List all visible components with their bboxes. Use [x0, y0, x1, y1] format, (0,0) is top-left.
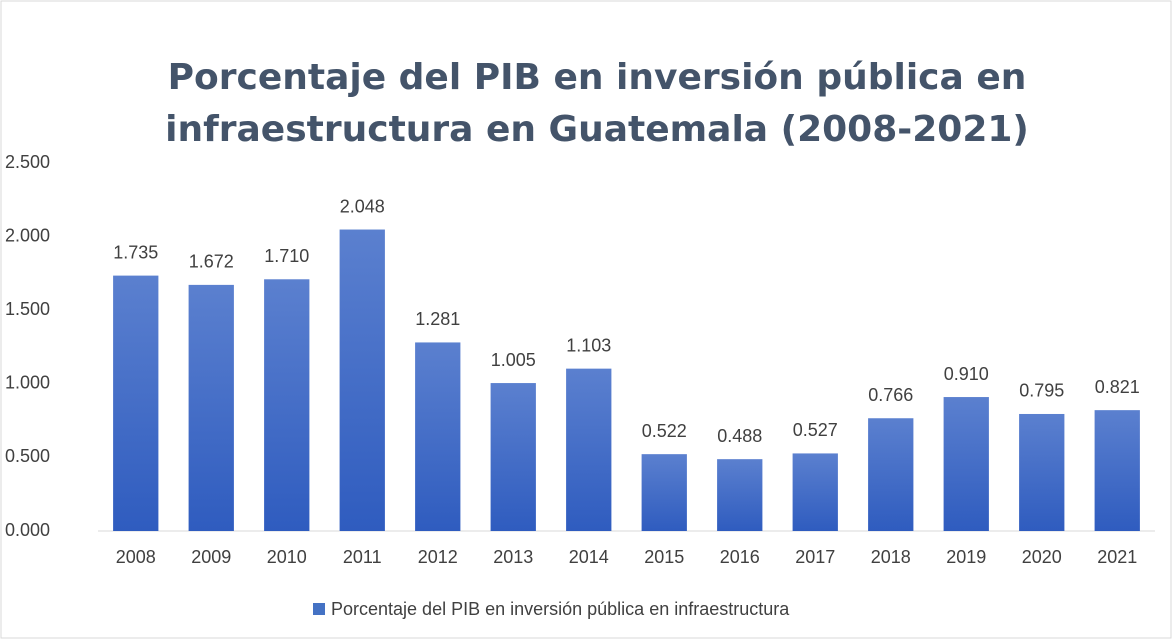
x-tick-label: 2016 [720, 547, 760, 567]
x-tick-label: 2018 [871, 547, 911, 567]
y-tick-label: 2.500 [5, 152, 50, 172]
bar [1094, 410, 1140, 531]
bar [264, 279, 310, 531]
bar [792, 453, 838, 531]
bar [415, 342, 461, 531]
data-label: 0.527 [793, 420, 838, 440]
x-tick-label: 2008 [116, 547, 156, 567]
data-label: 0.821 [1095, 377, 1140, 397]
legend-label: Porcentaje del PIB en inversión pública … [331, 599, 790, 619]
bar [188, 284, 234, 531]
chart-title: Porcentaje del PIB en inversión pública … [168, 57, 1027, 98]
x-tick-label: 2019 [946, 547, 986, 567]
bar [641, 454, 687, 531]
data-label: 0.795 [1019, 381, 1064, 401]
y-tick-label: 2.000 [5, 225, 50, 245]
x-tick-label: 2012 [418, 547, 458, 567]
y-tick-label: 1.500 [5, 299, 50, 319]
bar [113, 275, 159, 531]
data-label: 1.281 [415, 309, 460, 329]
bar [490, 383, 536, 531]
bar [717, 459, 763, 531]
bar [566, 368, 612, 531]
data-label: 2.048 [340, 196, 385, 216]
data-label: 0.766 [868, 385, 913, 405]
chart-title: infraestructura en Guatemala (2008-2021) [165, 109, 1029, 150]
x-tick-label: 2011 [343, 547, 382, 567]
x-tick-label: 2015 [644, 547, 684, 567]
y-tick-label: 1.000 [5, 373, 50, 393]
x-tick-label: 2021 [1097, 547, 1137, 567]
x-tick-label: 2013 [493, 547, 533, 567]
data-label: 0.910 [944, 364, 989, 384]
x-tick-label: 2010 [267, 547, 307, 567]
x-tick-label: 2020 [1022, 547, 1062, 567]
bar [868, 418, 914, 531]
data-label: 1.710 [264, 246, 309, 266]
x-tick-label: 2017 [795, 547, 835, 567]
y-tick-label: 0.000 [5, 520, 50, 540]
data-label: 1.735 [113, 242, 158, 262]
data-label: 0.488 [717, 426, 762, 446]
bar [943, 397, 989, 531]
bar [1019, 413, 1065, 531]
data-label: 0.522 [642, 421, 687, 441]
bar [339, 229, 385, 531]
data-label: 1.005 [491, 350, 536, 370]
y-tick-label: 0.500 [5, 446, 50, 466]
x-tick-label: 2014 [569, 547, 609, 567]
data-label: 1.103 [566, 335, 611, 355]
x-tick-label: 2009 [191, 547, 231, 567]
data-label: 1.672 [189, 252, 234, 272]
legend-swatch [313, 603, 325, 615]
